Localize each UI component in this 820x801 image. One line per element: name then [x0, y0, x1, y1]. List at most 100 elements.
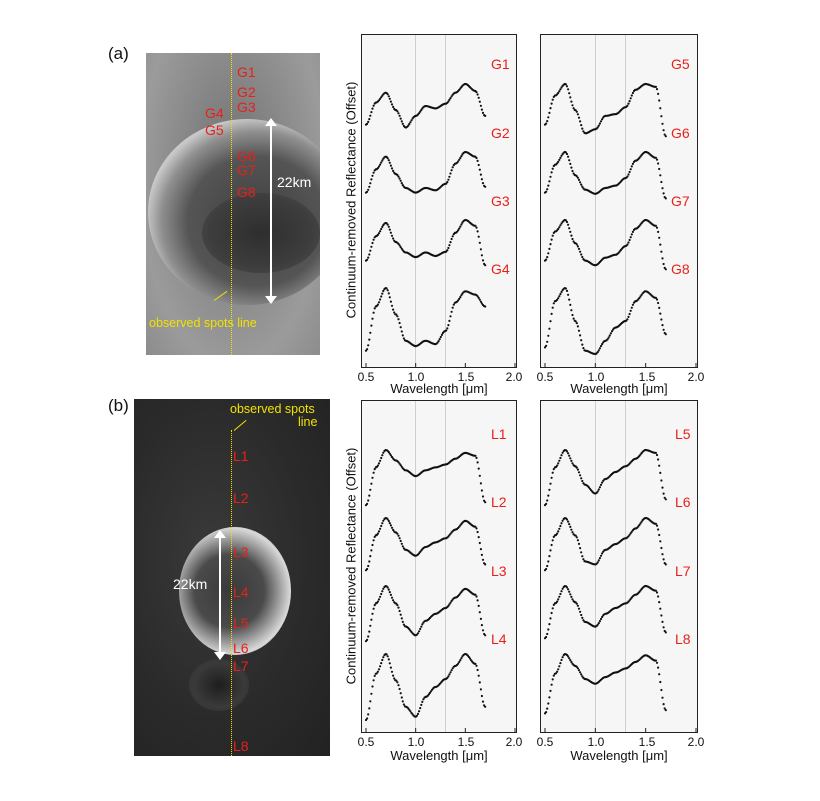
- data-point-L7-24: [570, 595, 573, 599]
- data-point-L3-29: [396, 604, 399, 607]
- data-point-G7-30: [576, 245, 580, 248]
- data-point-L7-101: [654, 589, 658, 592]
- data-point-G3-107: [480, 254, 483, 257]
- data-point-G8-15: [560, 290, 563, 294]
- crater-rim-b: [179, 527, 291, 655]
- data-point-G5-4: [548, 111, 551, 114]
- data-point-L4-5: [370, 692, 373, 695]
- data-point-L5-21: [567, 452, 570, 455]
- data-point-L4-24: [390, 670, 394, 673]
- curve-label-l8: L8: [675, 631, 691, 647]
- data-point-L7-50: [598, 620, 602, 623]
- data-point-G4-66: [436, 341, 439, 344]
- data-point-L8-12: [557, 668, 560, 671]
- data-point-G3-104: [477, 235, 480, 238]
- data-point-L2-25: [392, 528, 395, 532]
- data-point-G6-12: [557, 160, 560, 163]
- data-point-L2-15: [381, 522, 384, 525]
- data-point-G2-3: [368, 185, 371, 188]
- data-point-L8-11: [556, 670, 559, 673]
- spectrum-G1: [364, 82, 487, 129]
- spectrum-G6: [543, 150, 667, 200]
- data-point-L4-88: [460, 657, 463, 660]
- data-point-G6-31: [577, 178, 581, 181]
- data-point-G2-4: [369, 182, 372, 185]
- data-point-G3-101: [474, 224, 477, 227]
- data-point-L2-1: [366, 567, 369, 571]
- data-point-G2-104: [477, 163, 480, 167]
- data-point-L3-32: [399, 613, 402, 616]
- data-point-G8-50: [598, 347, 602, 350]
- data-point-G3-105: [478, 241, 481, 244]
- data-point-L4-77: [448, 673, 451, 676]
- data-point-G2-34: [401, 184, 404, 187]
- data-point-G6-1: [545, 190, 548, 193]
- data-point-G2-11: [376, 167, 379, 170]
- data-point-L1-11: [376, 464, 379, 467]
- data-point-L7-13: [558, 595, 561, 598]
- data-point-G7-21: [567, 223, 570, 226]
- data-point-G8-110: [664, 333, 667, 336]
- data-point-L4-106: [479, 688, 482, 691]
- data-point-L2-22: [388, 522, 391, 525]
- data-point-L3-31: [398, 609, 401, 613]
- data-point-G5-107: [661, 122, 664, 125]
- data-point-G8-11: [556, 298, 559, 301]
- curve-label-l7: L7: [675, 563, 691, 579]
- data-point-G1-33: [400, 120, 403, 123]
- data-point-G1-25: [392, 105, 395, 108]
- plot-b-right: [540, 400, 698, 733]
- data-point-G7-110: [664, 268, 667, 271]
- data-point-L2-2: [367, 564, 370, 568]
- data-point-L4-60: [429, 690, 433, 693]
- data-point-G4-105: [478, 298, 481, 301]
- data-point-L4-15: [381, 658, 384, 662]
- data-point-G2-15: [381, 159, 384, 162]
- data-point-G5-50: [598, 122, 602, 125]
- data-point-G1-7: [372, 104, 375, 107]
- data-point-L5-108: [662, 492, 665, 495]
- data-point-L5-104: [658, 464, 661, 467]
- data-point-L6-16: [561, 519, 564, 522]
- data-point-G2-6: [371, 174, 374, 177]
- data-point-G4-86: [458, 297, 461, 300]
- data-point-L8-16: [561, 656, 564, 659]
- data-point-L7-3: [547, 628, 550, 631]
- data-point-G7-4: [548, 247, 551, 250]
- data-point-L4-7: [372, 679, 375, 682]
- data-point-L3-51: [420, 625, 423, 628]
- data-point-L5-29: [575, 466, 578, 469]
- data-point-G4-23: [389, 300, 392, 303]
- data-point-G8-1: [545, 344, 548, 347]
- data-point-L5-51: [599, 483, 603, 486]
- data-point-G8-107: [661, 324, 664, 327]
- data-point-G7-3: [547, 252, 550, 255]
- data-point-G1-42: [410, 119, 413, 122]
- data-point-G8-51: [599, 345, 603, 348]
- data-point-L4-31: [398, 687, 401, 691]
- data-point-L7-110: [664, 631, 667, 634]
- data-point-G8-20: [565, 289, 569, 292]
- data-point-L6-3: [547, 560, 550, 563]
- data-point-G5-33: [580, 124, 583, 127]
- data-point-L2-108: [481, 558, 485, 561]
- data-point-G4-32: [399, 326, 402, 329]
- data-point-L7-105: [659, 607, 662, 610]
- data-point-L8-32: [579, 671, 582, 674]
- data-point-L6-31: [577, 542, 581, 546]
- data-point-G1-110: [484, 114, 487, 117]
- data-point-L5-103: [657, 458, 660, 461]
- data-point-L4-104: [477, 674, 480, 677]
- data-point-G5-52: [601, 118, 604, 121]
- data-point-G7-32: [579, 250, 582, 253]
- data-point-G4-25: [392, 308, 395, 311]
- data-point-G4-103: [476, 295, 479, 298]
- data-point-G8-78: [629, 309, 632, 312]
- observed-spots-line-a: [231, 53, 232, 355]
- data-point-G7-107: [661, 257, 664, 260]
- data-point-L1-101: [474, 454, 477, 457]
- data-point-L7-103: [657, 595, 660, 598]
- data-point-G8-102: [655, 298, 659, 301]
- data-point-L8-107: [661, 696, 664, 699]
- data-point-G6-33: [580, 183, 583, 186]
